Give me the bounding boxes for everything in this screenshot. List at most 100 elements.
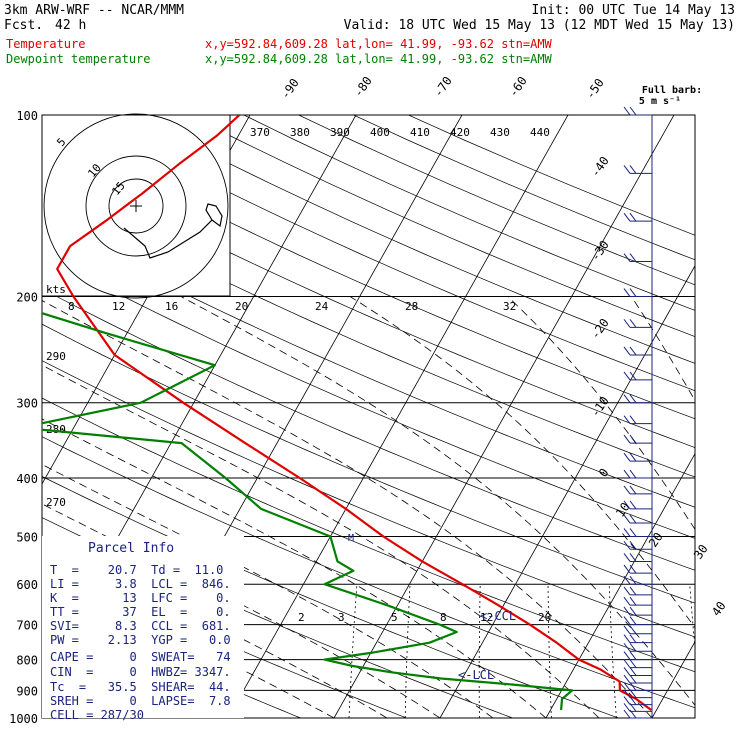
wind-barb-flag: [623, 659, 631, 668]
mixing-ratio-tick-label: 3: [338, 611, 345, 624]
wind-barb-flag: [623, 212, 631, 222]
legend-dewpoint-info: x,y=592.84,609.28 lat,lon= 41.99, -93.62…: [205, 52, 553, 66]
theta-tick-label: 270: [46, 496, 66, 509]
wind-barb-flag: [623, 500, 631, 510]
wind-barb-flag: [623, 703, 631, 712]
wind-barb-flag: [629, 540, 637, 550]
wind-barb-flag: [623, 696, 631, 705]
plot-border: [41, 114, 696, 719]
model-title: 3km ARW-WRF -- NCAR/MMM: [4, 3, 184, 18]
wind-barb-flag: [629, 371, 637, 381]
wind-barb-flag: [623, 586, 631, 596]
isotherm-line: [545, 452, 695, 718]
series-line-temperature: [56, 115, 652, 711]
wind-barb-flag: [629, 651, 637, 660]
mixing-ratio-tick-label: 12: [480, 611, 493, 624]
dry-adiabat: [408, 115, 695, 236]
wind-barb-flag: [623, 253, 631, 262]
wind-barb-flag: [629, 319, 637, 328]
wind-barb-flag: [623, 434, 631, 444]
parcel-row: Tc = 35.5 SHEAR= 44.: [50, 680, 231, 694]
pressure-tick-label: 100: [16, 109, 38, 123]
mixing-ratio-tick-label: 5: [391, 611, 398, 624]
legend-dewpoint-label: Dewpoint temperature: [6, 52, 151, 66]
wind-barb-flag: [629, 682, 637, 691]
pressure-tick-label: 300: [16, 397, 38, 411]
wind-barb-flag: [623, 288, 631, 297]
wind-barb-flag: [623, 452, 631, 462]
moist-adiabat: [349, 296, 695, 629]
wind-barb-flag: [623, 606, 631, 616]
moist-adiabat: [42, 464, 494, 718]
dry-adiabat: [42, 155, 695, 448]
theta-tick-label: 370: [250, 126, 270, 139]
wind-barb-flag: [623, 346, 631, 356]
hodograph-speed-tick: 16: [165, 300, 178, 313]
mixing-ratio-line: [404, 584, 411, 718]
wind-barb-flag: [629, 528, 637, 537]
init-time: Init: 00 UTC Tue 14 May 13: [532, 3, 736, 18]
moist-adiabat: [42, 569, 335, 718]
wind-barb-flag: [623, 642, 631, 652]
hodograph-unit: kts: [46, 283, 66, 296]
isotherm-tick-label: -80: [351, 74, 375, 100]
wind-barb-flag: [623, 575, 631, 585]
wind-barb-flag: [623, 540, 631, 550]
pressure-tick-label: 700: [16, 619, 38, 633]
isotherm-tick-label: 30: [691, 542, 711, 562]
diagram-frame: [41, 114, 696, 719]
wind-barb-flag: [629, 514, 637, 524]
hodograph-speed-tick: 24: [315, 300, 329, 313]
theta-tick-label: 400: [370, 126, 390, 139]
wind-barb-flag: [629, 106, 637, 116]
barb-note-line1: Full barb:: [642, 85, 702, 96]
dry-adiabat: [42, 436, 695, 709]
dry-adiabat: [42, 187, 695, 478]
wind-barb-flag: [623, 625, 631, 635]
wind-barb-flag: [623, 415, 631, 424]
wind-barb-flag: [623, 553, 631, 562]
hodograph-speed-tick: 8: [68, 300, 75, 313]
hodograph-speed-tick: 12: [112, 300, 125, 313]
wind-barb-flag: [623, 616, 631, 625]
moist-adiabat: [180, 296, 695, 706]
theta-tick-label: 290: [46, 350, 66, 363]
wind-barb-flag: [629, 667, 637, 676]
wind-barb-flag: [623, 371, 631, 381]
m-marker: M: [348, 533, 354, 544]
parcel-title: Parcel Info: [88, 541, 174, 556]
theta-tick-label: 430: [490, 126, 510, 139]
pressure-tick-label: 400: [16, 472, 38, 486]
hodograph-ring: [85, 155, 187, 257]
wind-barb-flag: [629, 346, 637, 356]
mixing-ratio-tick-label: 2: [298, 611, 305, 624]
wind-barb-flag: [629, 689, 637, 698]
wind-barb-flag: [623, 528, 631, 537]
wind-barb-flag: [629, 659, 637, 668]
wind-barb-flag: [629, 586, 637, 596]
moist-adiabat: [42, 418, 547, 718]
wind-barb-flag: [623, 709, 631, 719]
mixing-ratio-line: [478, 584, 481, 718]
dry-adiabat: [42, 253, 695, 539]
theta-labels: 370 380 390 400 410 420 430 440 290 280 270: [46, 126, 550, 509]
forecast-hours: 42 h: [55, 18, 86, 33]
wind-barb-flag: [629, 212, 637, 222]
parcel-info-box: Parcel Info T = 20.7 Td = 11.0 LI = 3.8 …: [42, 536, 244, 722]
dry-adiabat: [353, 115, 695, 261]
mixing-ratio-line: [547, 584, 552, 718]
forecast-label: Fcst.: [4, 18, 43, 33]
wind-barb-flag: [623, 689, 631, 698]
dry-adiabat: [42, 288, 695, 571]
dry-adiabat: [42, 360, 695, 638]
parcel-row: TT = 37 EL = 0.: [50, 605, 231, 619]
legend-temperature-info: x,y=592.84,609.28 lat,lon= 41.99, -93.62…: [205, 37, 553, 51]
hodograph-ring: [43, 113, 229, 299]
parcel-row: PW = 2.13 YGP = 0.0: [50, 633, 231, 647]
wind-barb-flag: [629, 415, 637, 424]
dry-adiabat: [42, 124, 695, 420]
dry-adiabat: [42, 397, 695, 673]
wind-barb-flag: [629, 564, 637, 574]
